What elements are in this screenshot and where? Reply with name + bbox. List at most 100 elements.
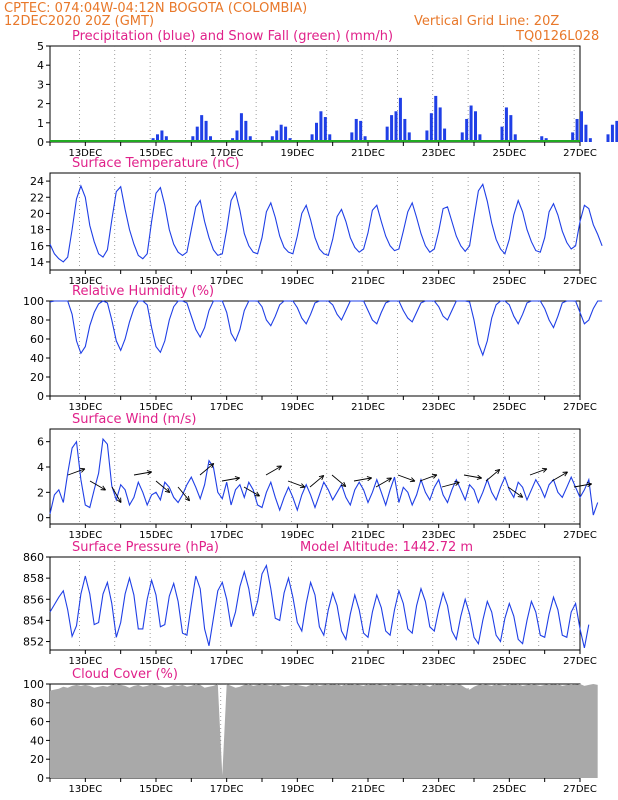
precip-bar: [478, 134, 482, 142]
wind-frame: [49, 428, 581, 525]
wind-arrow: [199, 463, 215, 476]
temp-xtick-label: 17DEC: [210, 276, 244, 287]
cloud-xtick-label: 15DEC: [139, 784, 173, 795]
wind-title: Surface Wind (m/s): [72, 412, 196, 427]
precip-bar: [429, 113, 433, 142]
precip-bar: [191, 136, 195, 142]
cloud-ytick-label: 20: [30, 753, 44, 766]
precip-bar: [315, 122, 319, 142]
wind-arrow: [111, 486, 122, 503]
precip-xtick-label: 25DEC: [492, 148, 526, 159]
cloud-title: Cloud Cover (%): [72, 667, 178, 682]
precip-bar: [504, 107, 508, 142]
precip-bar: [385, 126, 389, 142]
wind-xtick-label: 13DEC: [68, 530, 102, 541]
precip-bar: [323, 117, 327, 142]
precip-bar: [615, 120, 618, 142]
precip-bar: [310, 134, 314, 142]
precip-bar: [443, 128, 447, 142]
wind-ytick-label: 2: [37, 486, 44, 499]
rh-ytick-label: 0: [37, 390, 44, 403]
pressure-xtick-label: 27DEC: [563, 656, 597, 667]
wind-arrow: [529, 468, 548, 476]
wind-arrow: [89, 480, 106, 491]
precip-bar: [584, 124, 588, 142]
wind-arrow-head: [254, 491, 260, 497]
precip-bar: [513, 134, 517, 142]
pressure-ytick-label: 854: [23, 614, 44, 627]
pressure-frame: [49, 556, 581, 651]
rh-line: [49, 300, 603, 357]
precip-bar: [239, 113, 243, 142]
precip-bar: [460, 132, 464, 142]
wind-line: [49, 437, 599, 516]
wind-arrow-head: [79, 467, 86, 473]
wind-panel: 0 2 4 6 13DEC 15DEC 17DEC 19DEC 21DEC 23DEC 25DEC 2…: [37, 428, 599, 541]
wind-arrow: [67, 468, 86, 476]
wind-arrow-head: [409, 477, 416, 483]
precip-xtick-label: 17DEC: [210, 148, 244, 159]
precip-bar: [580, 111, 584, 142]
precip-bar: [434, 95, 438, 142]
wind-xtick-label: 21DEC: [351, 530, 385, 541]
wind-arrow-head: [146, 470, 152, 476]
temp-xtick-label: 25DEC: [492, 276, 526, 287]
precip-ytick-label: 1: [37, 117, 44, 130]
temp-frame: [49, 172, 581, 271]
rh-xtick-label: 19DEC: [280, 402, 314, 413]
precip-bar: [469, 105, 473, 142]
cloud-xtick-label: 25DEC: [492, 784, 526, 795]
precip-bar: [350, 132, 354, 142]
precip-bar: [160, 130, 164, 142]
precip-bar: [425, 130, 429, 142]
temp-panel: 14 16 18 20 22 24 13DEC 15DEC 17DEC 19DEC 21DEC 23D…: [30, 172, 603, 287]
wind-arrow: [133, 471, 152, 476]
temp-xtick-label: 21DEC: [351, 276, 385, 287]
temp-title: Surface Temperature (nC): [72, 156, 240, 171]
precip-bar: [270, 136, 274, 142]
header-grid-note: Vertical Grid Line: 20Z: [414, 14, 559, 29]
cloud-xtick-label: 27DEC: [563, 784, 597, 795]
temp-xtick-label: 23DEC: [422, 276, 456, 287]
wind-ytick-label: 6: [37, 436, 44, 449]
header-location: CPTEC: 074:04W-04:12N BOGOTA (COLOMBIA): [4, 1, 307, 16]
wind-arrow-head: [517, 492, 524, 498]
precip-xtick-label: 23DEC: [422, 148, 456, 159]
precip-bar: [403, 118, 407, 142]
wind-arrow: [419, 474, 438, 482]
precip-bar: [509, 115, 513, 142]
rh-frame: [49, 300, 581, 397]
wind-arrow-head: [340, 481, 347, 488]
wind-arrow-head: [318, 474, 325, 481]
pressure-xtick-label: 25DEC: [492, 656, 526, 667]
precip-ytick-label: 4: [37, 59, 44, 72]
precip-bar: [610, 124, 614, 142]
wind-arrow: [551, 471, 568, 482]
wind-arrow: [287, 480, 306, 488]
pressure-panel: 852 854 856 858 860 13DEC 15DEC 17DEC 19DEC 21DEC…: [23, 551, 597, 667]
cloud-area: [50, 684, 598, 778]
pressure-title: Surface Pressure (hPa): [72, 540, 219, 555]
rh-xtick-label: 17DEC: [210, 402, 244, 413]
wind-arrow: [397, 474, 416, 482]
rh-xtick-label: 13DEC: [68, 402, 102, 413]
pressure-xtick-label: 19DEC: [280, 656, 314, 667]
pressure-xtick-label: 17DEC: [210, 656, 244, 667]
temp-line: [49, 182, 603, 263]
cloud-ytick-label: 0: [37, 772, 44, 785]
rh-ytick-label: 80: [30, 314, 44, 327]
pressure-ytick-label: 860: [23, 551, 44, 564]
precip-bar: [319, 111, 323, 142]
rh-ytick-label: 100: [23, 295, 44, 308]
precip-bar: [284, 126, 288, 142]
temp-ytick-label: 20: [30, 207, 44, 220]
rh-title: Relative Humidity (%): [72, 284, 214, 299]
wind-arrow-head: [386, 477, 392, 483]
rh-xtick-label: 21DEC: [351, 402, 385, 413]
wind-arrow-head: [208, 462, 215, 469]
pressure-ytick-label: 852: [23, 636, 44, 649]
precip-ytick-label: 2: [37, 98, 44, 111]
wind-arrow: [353, 477, 372, 482]
header-date: 12DEC2020 20Z (GMT): [4, 14, 154, 29]
